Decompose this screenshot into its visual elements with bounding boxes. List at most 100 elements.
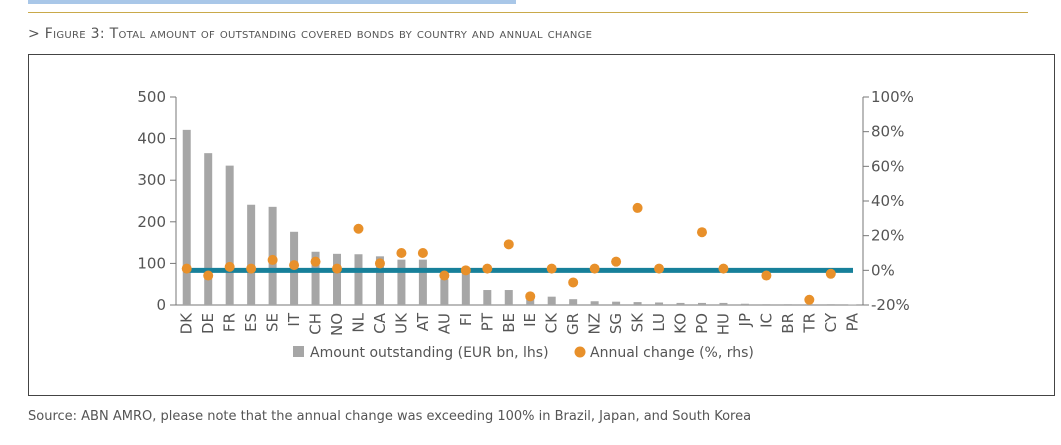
- bar-au: [440, 279, 449, 305]
- dot-sg: [611, 256, 622, 267]
- bar-sg: [612, 301, 621, 305]
- y-left-tick-label: 300: [137, 171, 166, 189]
- figure-title: > Figure 3: Total amount of outstanding …: [28, 26, 593, 42]
- legend-dot-label: Annual change (%, rhs): [590, 345, 754, 361]
- chart-frame: 0 100 200 300 400 500 -20% 0% 20% 40% 60% 80% 100% DK…: [28, 54, 1055, 396]
- dot-cy: [825, 268, 836, 279]
- dot-uk: [396, 248, 407, 258]
- dot-pt: [482, 263, 493, 274]
- bar-no: [333, 253, 342, 305]
- y-right-tick-label: 100%: [871, 88, 914, 106]
- y-right-tick-label: 20%: [871, 227, 904, 245]
- dot-es: [246, 263, 257, 274]
- bar-be: [504, 290, 513, 305]
- bar-fr: [225, 165, 234, 305]
- x-tick-label-tr: TR: [800, 313, 818, 334]
- y-right-tick-label: 60%: [871, 157, 904, 175]
- dot-dk: [181, 263, 192, 274]
- x-tick-label-ie: IE: [521, 313, 539, 327]
- dot-no: [332, 263, 343, 274]
- x-tick-label-at: AT: [414, 312, 432, 331]
- x-tick-label-pa: PA: [843, 312, 861, 331]
- bar-fi: [461, 271, 470, 305]
- x-tick-label-se: SE: [264, 313, 282, 332]
- y-left-tick-label: 500: [137, 88, 166, 106]
- x-tick-label-jp: JP: [736, 313, 754, 327]
- x-tick-label-ko: KO: [672, 313, 690, 334]
- bar-ch: [311, 251, 320, 305]
- x-tick-label-es: ES: [242, 313, 260, 332]
- bar-br: [783, 304, 792, 305]
- x-tick-label-au: AU: [435, 313, 453, 334]
- x-tick-label-po: PO: [693, 313, 711, 334]
- bar-nz: [590, 301, 599, 305]
- bar-nl: [354, 254, 363, 305]
- bar-gr: [569, 299, 578, 305]
- x-tick-label-it: IT: [285, 312, 303, 326]
- x-tick-label-fi: FI: [457, 313, 475, 326]
- x-tick-label-no: NO: [328, 313, 346, 336]
- source-note: Source: ABN AMRO, please note that the a…: [28, 409, 752, 424]
- dot-it: [289, 260, 300, 271]
- dot-fr: [224, 261, 235, 272]
- bar-jp: [740, 303, 749, 305]
- legend-dot-swatch: [574, 346, 586, 358]
- dot-at: [417, 248, 428, 258]
- chart-svg: 0 100 200 300 400 500 -20% 0% 20% 40% 60% 80% 100% DK…: [137, 88, 914, 361]
- x-tick-label-fr: FR: [221, 313, 239, 332]
- dot-tr: [804, 294, 815, 305]
- x-tick-label-gr: GR: [564, 313, 582, 335]
- x-tick-label-lu: LU: [650, 313, 668, 332]
- x-tick-label-uk: UK: [392, 312, 410, 334]
- bar-cy: [826, 304, 835, 305]
- dot-fi: [460, 265, 471, 276]
- dot-ch: [310, 256, 321, 267]
- x-tick-label-sk: SK: [629, 312, 647, 333]
- dot-sk: [632, 202, 643, 213]
- legend-bar-label: Amount outstanding (EUR bn, lhs): [310, 345, 549, 361]
- dot-de: [203, 270, 214, 281]
- x-tick-label-nz: NZ: [586, 313, 604, 335]
- bar-ko: [676, 302, 685, 305]
- y-right-tick-label: -20%: [871, 296, 910, 314]
- y-left-tick-label: 100: [137, 254, 166, 272]
- bar-pt: [483, 290, 492, 305]
- dot-au: [439, 270, 450, 281]
- dot-ie: [525, 291, 536, 302]
- y-right-tick-label: 0%: [871, 261, 895, 279]
- bar-es: [247, 204, 256, 305]
- dot-gr: [568, 277, 579, 288]
- x-tick-label-dk: DK: [178, 312, 196, 335]
- dot-lu: [654, 263, 665, 274]
- bar-ck: [547, 296, 556, 305]
- bar-sk: [633, 302, 642, 305]
- dot-po: [696, 227, 707, 238]
- title-rule: [28, 12, 1028, 13]
- bar-dk: [182, 129, 191, 305]
- x-tick-label-ch: CH: [307, 313, 325, 335]
- bar-ca: [375, 256, 384, 305]
- dot-nz: [589, 263, 600, 274]
- dot-ca: [374, 258, 385, 269]
- y-left-tick-label: 400: [137, 130, 166, 148]
- bar-uk: [397, 259, 406, 305]
- x-tick-label-ca: CA: [371, 312, 389, 333]
- x-tick-label-nl: NL: [349, 312, 367, 332]
- x-tick-label-br: BR: [779, 313, 797, 334]
- dot-nl: [353, 223, 364, 234]
- bar-ic: [762, 304, 771, 305]
- dot-ic: [761, 270, 772, 281]
- bar-pa: [848, 304, 857, 306]
- x-tick-label-pt: PT: [478, 312, 496, 331]
- y-right-tick-label: 40%: [871, 192, 904, 210]
- dot-hu: [718, 263, 729, 274]
- dot-be: [503, 239, 514, 250]
- y-right-tick-label: 80%: [871, 123, 904, 141]
- dot-ck: [546, 263, 557, 274]
- x-tick-label-ck: CK: [543, 312, 561, 333]
- x-tick-label-cy: CY: [822, 312, 840, 332]
- legend-bar-swatch: [293, 346, 304, 357]
- bar-at: [418, 259, 427, 305]
- bar-lu: [655, 302, 664, 305]
- x-tick-label-be: BE: [500, 313, 518, 333]
